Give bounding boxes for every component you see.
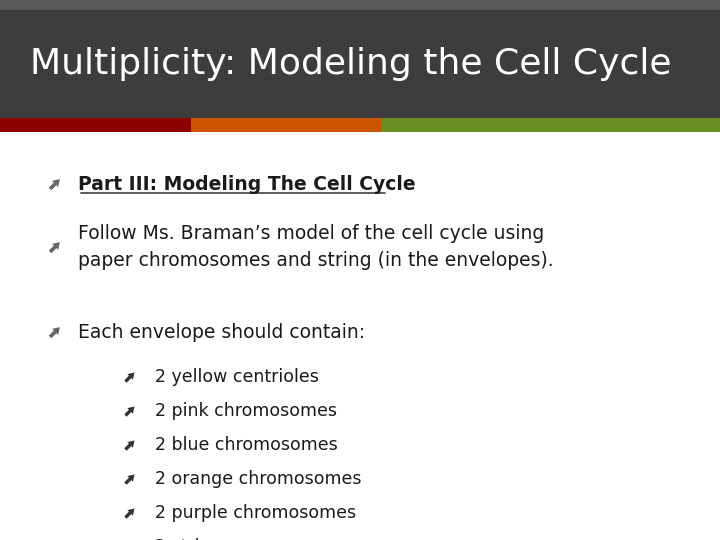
Polygon shape [49,327,60,338]
Text: 2 orange chromosomes: 2 orange chromosomes [155,470,361,488]
Text: Multiplicity: Modeling the Cell Cycle: Multiplicity: Modeling the Cell Cycle [30,47,672,81]
Polygon shape [49,179,60,190]
Text: 2 pink chromosomes: 2 pink chromosomes [155,402,337,420]
Text: Follow Ms. Braman’s model of the cell cycle using
paper chromosomes and string (: Follow Ms. Braman’s model of the cell cy… [78,224,554,270]
Bar [0,0,720,10]
Bar [0,10,720,118]
Text: 2 purple chromosomes: 2 purple chromosomes [155,504,356,522]
Bar [0,118,191,132]
Polygon shape [125,441,135,451]
Text: Part III: Modeling The Cell Cycle: Part III: Modeling The Cell Cycle [78,174,415,193]
Polygon shape [125,509,135,519]
Polygon shape [125,407,135,417]
Bar [382,118,720,132]
Text: 2 blue chromosomes: 2 blue chromosomes [155,436,338,454]
Text: Each envelope should contain:: Each envelope should contain: [78,322,365,341]
Polygon shape [125,373,135,383]
Bar [191,118,382,132]
Polygon shape [125,475,135,485]
Text: 2 strings: 2 strings [155,538,230,540]
Polygon shape [49,242,60,253]
Text: 2 yellow centrioles: 2 yellow centrioles [155,368,319,386]
